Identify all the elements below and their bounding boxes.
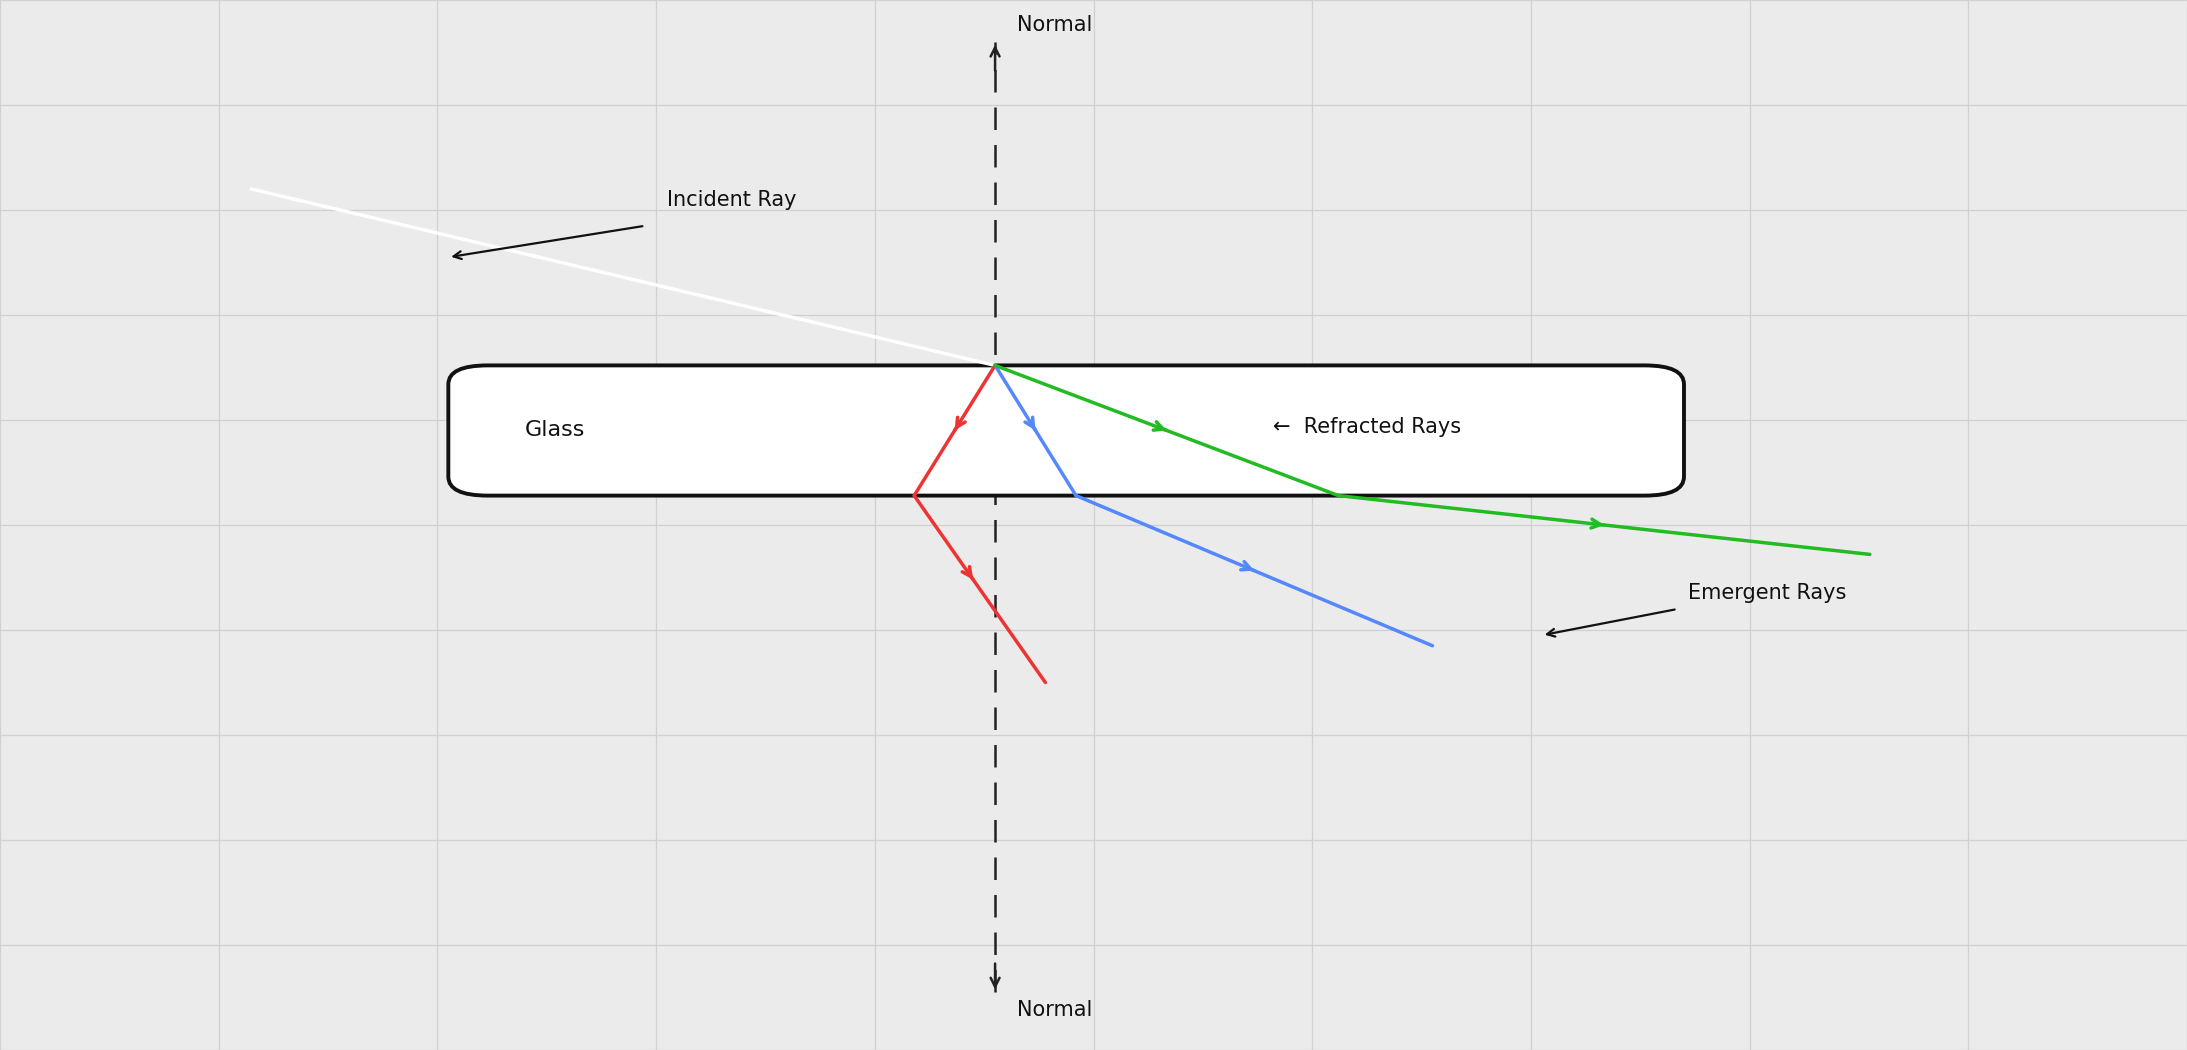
Text: Normal: Normal <box>1017 15 1091 35</box>
Text: Normal: Normal <box>1017 1000 1091 1020</box>
Text: ←  Refracted Rays: ← Refracted Rays <box>1273 417 1461 438</box>
Text: Incident Ray: Incident Ray <box>667 189 796 210</box>
Text: Glass: Glass <box>525 420 586 441</box>
Text: Emergent Rays: Emergent Rays <box>1688 583 1846 604</box>
FancyBboxPatch shape <box>448 365 1684 496</box>
